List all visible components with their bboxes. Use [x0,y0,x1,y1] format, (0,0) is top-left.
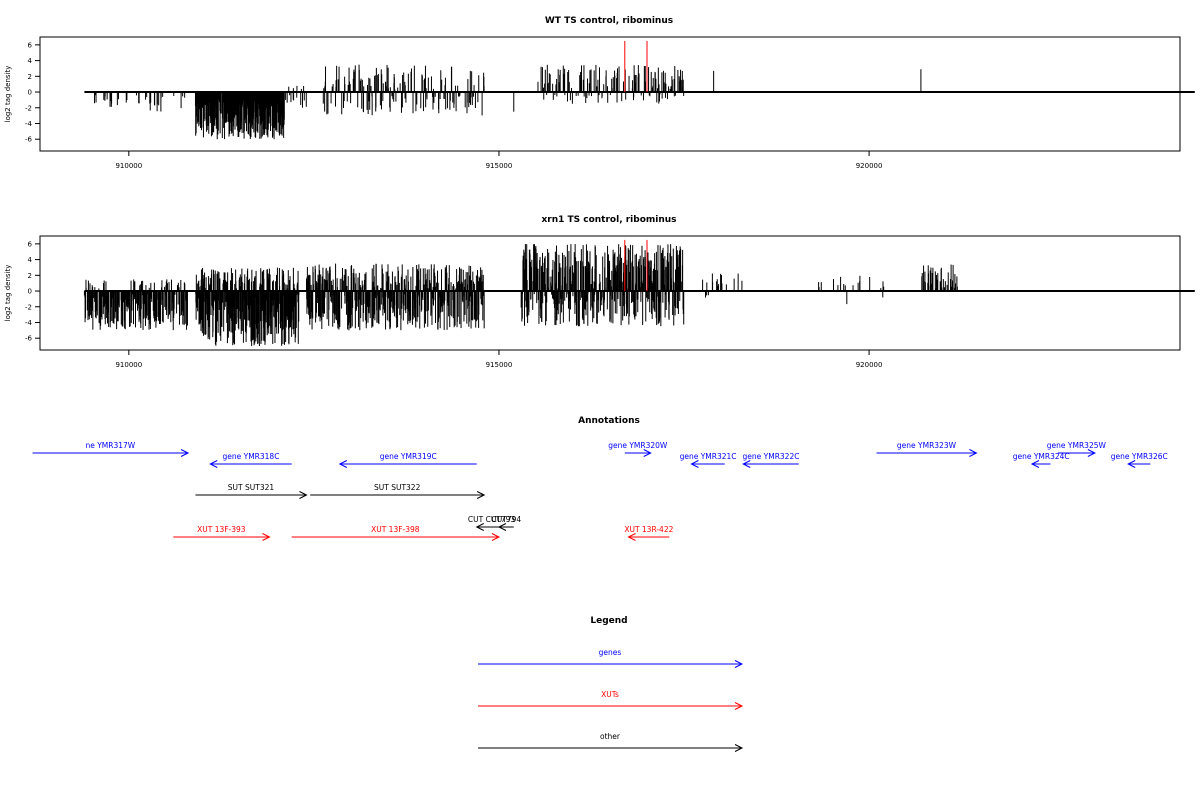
feature-label: SUT SUT322 [374,483,421,492]
feature-arrow [173,533,271,541]
y-tick-label: 2 [28,73,32,81]
feature-label: XUT 13R-422 [624,525,673,534]
annotations-title: Annotations [578,416,640,426]
feature-label: gene YMR324C [1013,452,1070,461]
feature-arrow [291,533,501,541]
plot-area: 6 4 2 0 -2 -4 -6 910000 915000 920000 [25,239,1195,369]
legend-arrow [478,702,744,710]
y-tick-label: -2 [25,303,32,311]
x-tick-label: 920000 [856,162,883,170]
feature-label: SUT SUT321 [228,483,275,492]
feature-label: gene YMR321C [680,452,737,461]
feature-arrow [876,449,978,457]
legend-label: other [600,732,621,741]
legend-arrow [478,660,744,668]
feature-arrow [690,460,725,468]
feature-arrow [338,460,477,468]
feature-label: gene YMR320W [608,441,668,450]
feature-label: gene YMR322C [743,452,800,461]
feature-arrow [32,449,190,457]
feature-arrow [624,449,652,457]
feature-label: gene YMR319C [380,452,437,461]
feature-label: ne YMR317W [85,441,135,450]
feature-arrow [1057,449,1096,457]
y-tick-label: 4 [28,57,33,65]
feature-arrow [1030,460,1051,468]
feature-label: XUT 13F-398 [371,525,420,534]
feature-arrow [627,533,670,541]
feature-label: XUT 13F-393 [197,525,246,534]
plot-frame [39,36,1181,152]
plot-frame [39,235,1181,351]
y-tick-label: -6 [25,136,33,144]
panel-title: xrn1 TS control, ribominus [541,215,676,225]
feature-label: gene YMR326C [1111,452,1168,461]
y-tick-label: -4 [25,319,33,327]
y-tick-label: 2 [28,272,32,280]
legend-title: Legend [590,616,627,626]
y-tick-label: -6 [25,335,33,343]
x-tick-label: 910000 [115,361,142,369]
feature-label: gene YMR318C [222,452,279,461]
plot-area: 6 4 2 0 -2 -4 -6 910000 915000 920000 [25,40,1195,170]
x-tick-label: 920000 [856,361,883,369]
feature-arrow [1127,460,1151,468]
annotations-track: Annotations ne YMR317W gene YMR318C gene Y… [32,416,1168,541]
x-tick-label: 915000 [486,162,513,170]
legend-label: genes [599,648,622,657]
x-tick-label: 910000 [115,162,142,170]
feature-arrow [497,523,514,531]
feature-label: CUT CUT793 [468,515,516,524]
feature-arrow [742,460,799,468]
feature-label: gene YMR325W [1047,441,1107,450]
y-tick-label: -2 [25,104,32,112]
panel-title: WT TS control, ribominus [545,16,673,26]
y-tick-label: 6 [28,41,33,49]
xrn1-density-panel: xrn1 TS control, ribominus log2 tag dens… [4,215,1195,369]
y-tick-label: 0 [28,288,32,296]
y-tick-label: 0 [28,89,32,97]
y-tick-label: 6 [28,240,33,248]
y-tick-label: 4 [28,256,33,264]
feature-label: gene YMR323W [897,441,957,450]
y-axis-label: log2 tag density [4,265,12,322]
feature-arrow [195,491,308,499]
y-axis-label: log2 tag density [4,66,12,123]
legend-arrow [478,744,744,752]
feature-arrow [209,460,292,468]
feature-label: CUT794 [492,515,522,524]
legend-label: XUTs [601,690,619,699]
legend: Legend genes XUTs other [478,616,744,752]
wt-density-panel: WT TS control, ribominus log2 tag densit… [4,16,1195,170]
y-tick-label: -4 [25,120,33,128]
x-tick-label: 915000 [486,361,513,369]
feature-arrow [310,491,486,499]
